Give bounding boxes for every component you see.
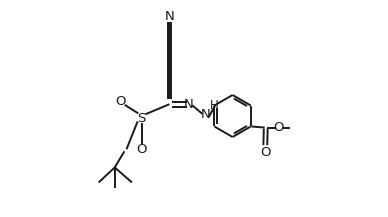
Text: O: O (273, 121, 284, 134)
Text: H: H (210, 99, 219, 112)
Text: O: O (115, 94, 125, 107)
Text: O: O (136, 143, 147, 156)
Text: N: N (201, 108, 211, 122)
Text: O: O (260, 146, 270, 159)
Text: N: N (184, 98, 194, 111)
Text: S: S (137, 112, 146, 125)
Text: N: N (165, 10, 174, 23)
